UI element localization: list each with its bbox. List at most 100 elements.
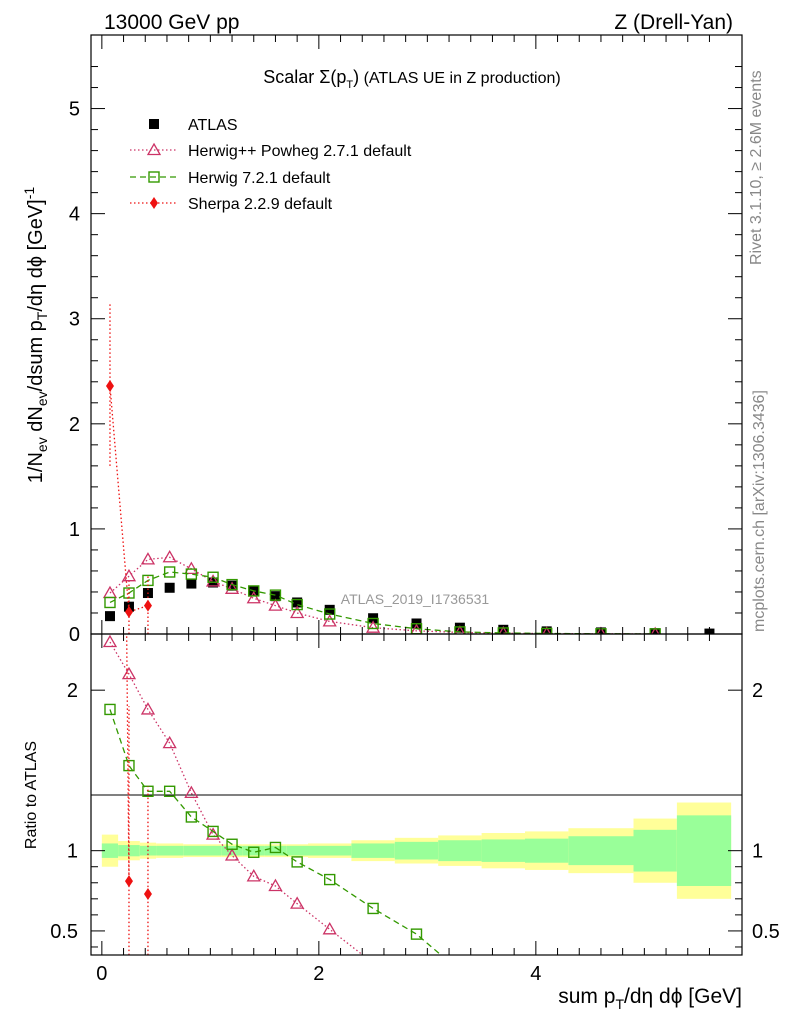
analysis-label: ATLAS_2019_I1736531 [341, 591, 490, 607]
ratio-herwig-powheg-2-7-1-default-point [367, 957, 379, 968]
legend-label: Herwig++ Powheg 2.7.1 default [188, 143, 412, 160]
ratio-herwig-powheg-2-7-1-default-point [140, 702, 156, 715]
uncertainty-band-stat [264, 845, 287, 856]
rivet-label: Rivet 3.1.10, ≥ 2.6M events [748, 70, 765, 265]
herwig-powheg-2-7-1-default-point [162, 549, 177, 563]
legend-marker [148, 171, 160, 183]
atlas-point [292, 597, 303, 608]
uncertainty-band-stat [633, 829, 677, 872]
uncertainty-band-stat [351, 843, 395, 858]
ratio-herwig-7-2-1-default-point [367, 902, 379, 915]
ratio-panel-frame [90, 633, 743, 956]
ratio-herwig-7-2-1-default-point [226, 838, 238, 850]
uncertainty-band-stat [156, 845, 184, 856]
herwig-powheg-2-7-1-default-point [290, 605, 305, 619]
sherpa-2-2-9-default-point [105, 379, 114, 392]
atlas-point [498, 624, 509, 634]
ratio-y-tick-label: 0.5 [50, 921, 78, 943]
y-axis-label-top: 1/Nev dNev/dsum pT/dη dϕ [GeV]-1 [21, 187, 50, 484]
ratio-y-tick-label: 2 [67, 680, 78, 702]
ratio-herwig-7-2-1-default-point [185, 811, 198, 823]
herwig-7-2-1-default-point [291, 598, 303, 611]
herwig-powheg-2-7-1-default-point [224, 581, 240, 594]
sherpa-2-2-9-default-point [124, 605, 133, 618]
sherpa-2-2-9-default-line [109, 385, 149, 613]
herwig-powheg-2-7-1-default-point [268, 598, 283, 611]
uncertainty-band-stat [525, 838, 569, 863]
uncertainty-band-stat [199, 845, 222, 856]
legend-marker [150, 197, 158, 209]
ratio-herwig-powheg-2-7-1-default-point [184, 785, 199, 799]
y-tick-label: 4 [69, 204, 80, 226]
y-tick-label: 5 [69, 99, 80, 121]
ratio-sherpa-2-2-9-default-point [124, 875, 133, 888]
legend-marker [146, 142, 162, 156]
ratio-herwig-powheg-2-7-1-default-point [162, 735, 177, 749]
ratio-y-tick-label: 1 [67, 841, 78, 863]
y-axis-label-ratio: Ratio to ATLAS [23, 741, 40, 849]
mcplots-label: mcplots.cern.ch [arXiv:1306.3436] [751, 390, 768, 632]
herwig-powheg-2-7-1-default-point [140, 552, 156, 565]
sherpa-2-2-9-default-point [143, 599, 152, 612]
ratio-herwig-powheg-2-7-1-default-point [246, 869, 261, 882]
herwig-powheg-2-7-1-default-point [650, 626, 660, 634]
uncertainty-band-stat [101, 843, 119, 858]
atlas-point [650, 628, 661, 634]
ratio-y-tick-label-right: 2 [752, 680, 763, 702]
herwig-7-2-1-default-point [104, 596, 116, 609]
uncertainty-band-stat [438, 840, 482, 862]
herwig-powheg-2-7-1-default-point [246, 590, 261, 604]
legend-label: Sherpa 2.2.9 default [188, 196, 333, 213]
y-tick-label: 2 [69, 414, 80, 436]
ratio-herwig-7-2-1-default-point [269, 841, 282, 854]
herwig-7-2-1-default-point [324, 608, 336, 620]
herwig-7-2-1-default-point [497, 627, 509, 634]
header-process: Z (Drell-Yan) [614, 11, 733, 34]
herwig-7-2-1-default-point [367, 617, 379, 630]
herwig-7-2-1-default-point [123, 587, 135, 599]
ratio-herwig-powheg-2-7-1-default-point [322, 922, 337, 935]
herwig-7-2-1-default-point [163, 566, 176, 578]
legend-marker [149, 119, 159, 129]
x-tick-label: 0 [96, 963, 107, 985]
herwig-7-2-1-default-point [207, 571, 219, 583]
ratio-herwig-powheg-2-7-1-default-point [224, 848, 240, 861]
y-tick-label: 1 [69, 519, 80, 541]
herwig-7-2-1-default-line [109, 571, 656, 634]
ratio-y-tick-label-right: 0.5 [752, 921, 780, 943]
ratio-herwig-powheg-2-7-1-default-point [102, 634, 118, 648]
ratio-herwig-7-2-1-default-point [163, 785, 176, 797]
herwig-7-2-1-default-point [248, 585, 260, 597]
ratio-herwig-powheg-2-7-1-default-point [268, 878, 283, 892]
ratio-herwig-powheg-2-7-1-default-point [205, 827, 221, 840]
atlas-point [270, 591, 281, 602]
x-tick-label: 4 [530, 963, 541, 985]
atlas-point [104, 611, 115, 622]
ratio-herwig-7-2-1-default-line [109, 709, 443, 955]
herwig-7-2-1-default-point [185, 568, 198, 580]
uncertainty-band-stat [481, 839, 525, 862]
ratio-herwig-7-2-1-default-point [207, 825, 219, 838]
herwig-powheg-2-7-1-default-point [322, 614, 337, 627]
plot-title: Scalar Σ(pT) (ATLAS UE in Z production) [263, 67, 560, 91]
ratio-herwig-7-2-1-default-point [104, 703, 116, 716]
atlas-point [164, 582, 175, 593]
herwig-powheg-2-7-1-default-point [410, 623, 423, 634]
herwig-powheg-2-7-1-default-point [542, 626, 552, 634]
ratio-panel: 0.5 0.5 1 1 2 2 0 2 4 Ratio to ATLAS sum pT/dη … [23, 633, 780, 1012]
herwig-powheg-2-7-1-default-point [184, 561, 199, 574]
atlas-point [227, 580, 238, 591]
herwig-7-2-1-default-point [454, 626, 466, 634]
ratio-herwig-powheg-2-7-1-default-point [290, 896, 305, 909]
herwig-powheg-2-7-1-default-point [121, 568, 137, 582]
uncertainty-band-stat [308, 845, 352, 856]
uncertainty-band-stat [676, 815, 732, 886]
legend-label: Herwig 7.2.1 default [188, 170, 331, 187]
herwig-powheg-2-7-1-default-point [365, 620, 381, 633]
ratio-herwig-7-2-1-default-point [142, 785, 154, 797]
atlas-point [324, 604, 335, 615]
uncertainty-band-stat [568, 836, 634, 866]
ratio-herwig-7-2-1-default-point [324, 873, 336, 886]
uncertainty-band-stat [394, 841, 439, 860]
uncertainty-band-stat [183, 845, 200, 856]
